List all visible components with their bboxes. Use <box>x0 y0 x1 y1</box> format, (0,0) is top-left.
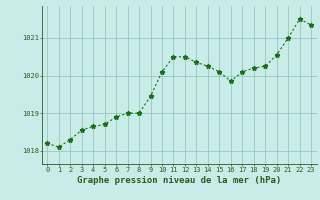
X-axis label: Graphe pression niveau de la mer (hPa): Graphe pression niveau de la mer (hPa) <box>77 176 281 185</box>
